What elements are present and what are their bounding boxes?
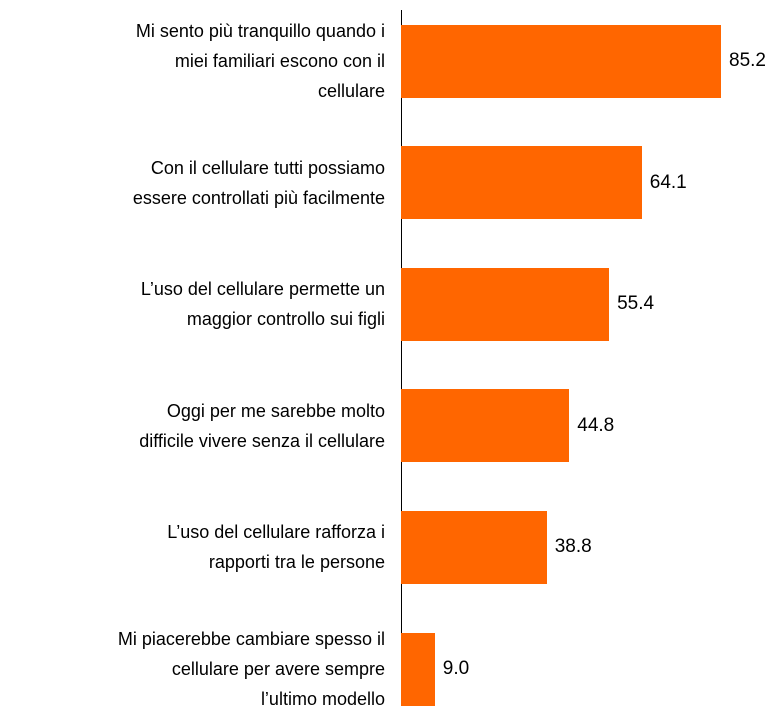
bar (401, 510, 547, 584)
value-label: 9.0 (442, 658, 470, 679)
value-label: 38.8 (554, 536, 592, 558)
category-label: Mi sento più tranquillo quando i miei fa… (135, 21, 385, 101)
bar (401, 267, 610, 341)
category-label: Con il cellulare tutti possiamo essere c… (132, 157, 385, 208)
value-label: 64.1 (649, 171, 687, 193)
category-label: L’uso del cellulare permette un maggior … (140, 279, 385, 330)
bar (401, 24, 721, 98)
value-label: 85.2 (729, 50, 766, 71)
bar (401, 146, 642, 220)
axis-line (401, 10, 402, 700)
category-label: Mi piacerebbe cambiare spesso il cellula… (117, 629, 385, 709)
category-label: Oggi per me sarebbe molto difficile vive… (139, 400, 385, 451)
value-label: 55.4 (617, 293, 655, 315)
bar (401, 632, 435, 706)
bar (401, 389, 570, 463)
category-label: L’uso del cellulare rafforza i rapporti … (167, 522, 385, 573)
value-label: 44.8 (577, 414, 615, 436)
